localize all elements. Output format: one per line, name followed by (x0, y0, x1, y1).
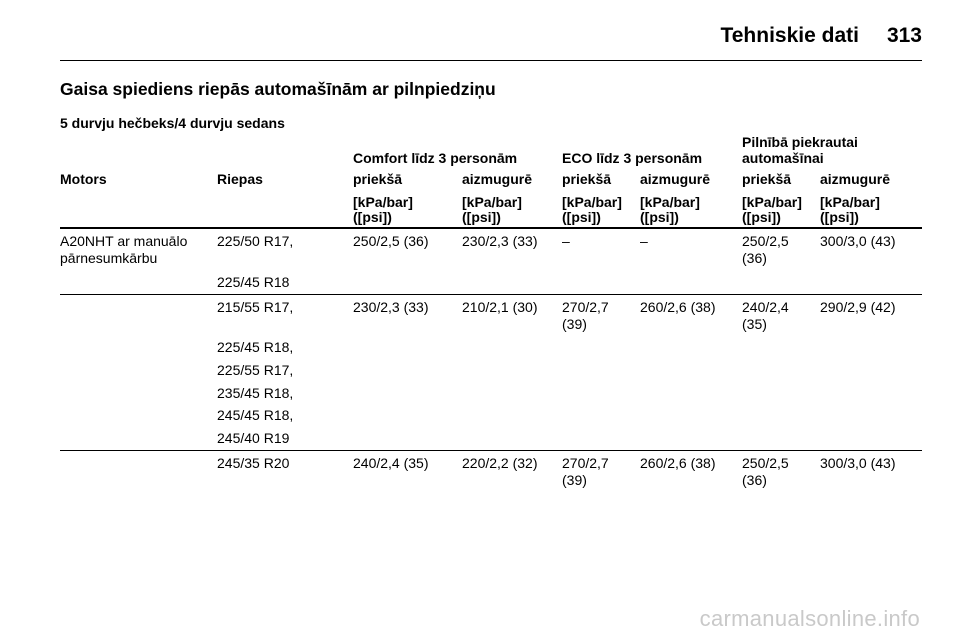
tyre-size: 245/35 R20 (217, 455, 290, 471)
unit-label: [kPa/bar] (742, 194, 802, 210)
unit-label: [kPa/bar] (353, 194, 413, 210)
col-header-comfort-rear: aizmugurē (462, 171, 533, 187)
col-header-full-rear: aizmugurē (820, 171, 891, 187)
section-title: Gaisa spiediens riepās automašīnām ar pi… (60, 79, 496, 99)
page-number: 313 (886, 24, 922, 47)
full-front-value: 250/2,5 (742, 233, 789, 249)
header-rule (60, 60, 922, 61)
col-header-comfort-front: priekšā (353, 171, 403, 187)
unit-label: ([psi]) (353, 209, 392, 225)
tyre-size: 225/45 R18, (217, 339, 294, 355)
group-header-full-line2: automašīnai (742, 150, 824, 166)
section-subtitle: 5 durvju hečbeks/4 durvju sedans (60, 115, 285, 131)
comfort-rear-value: 220/2,2 (32) (462, 455, 538, 471)
comfort-front-value: 250/2,5 (36) (353, 233, 429, 249)
unit-label: [kPa/bar] (640, 194, 700, 210)
col-header-eco-front: priekšā (562, 171, 612, 187)
unit-label: ([psi]) (820, 209, 859, 225)
tyre-size: 225/55 R17, (217, 362, 294, 378)
eco-front-value: – (562, 233, 570, 249)
full-front-value: 250/2,5 (742, 455, 789, 471)
table-header-rule (60, 227, 922, 229)
comfort-rear-value: 230/2,3 (33) (462, 233, 538, 249)
full-front-value: (36) (742, 250, 767, 266)
col-header-eco-rear: aizmugurē (640, 171, 711, 187)
full-rear-value: 300/3,0 (43) (820, 233, 896, 249)
comfort-front-value: 240/2,4 (35) (353, 455, 429, 471)
group-header-comfort: Comfort līdz 3 personām (353, 150, 518, 166)
comfort-rear-value: 210/2,1 (30) (462, 299, 538, 315)
group-header-eco: ECO līdz 3 personām (562, 150, 703, 166)
eco-rear-value: – (640, 233, 648, 249)
tyre-size: 215/55 R17, (217, 299, 294, 315)
eco-rear-value: 260/2,6 (38) (640, 299, 716, 315)
tyre-size: 245/40 R19 (217, 430, 290, 446)
header-title: Tehniskie dati (720, 24, 859, 47)
unit-label: [kPa/bar] (820, 194, 880, 210)
unit-label: ([psi]) (742, 209, 781, 225)
unit-label: [kPa/bar] (562, 194, 622, 210)
full-front-value: (36) (742, 472, 767, 488)
row-divider (60, 450, 922, 451)
group-header-full-line1: Pilnībā piekrautai (742, 134, 858, 150)
unit-label: [kPa/bar] (462, 194, 522, 210)
unit-label: ([psi]) (640, 209, 679, 225)
full-rear-value: 300/3,0 (43) (820, 455, 896, 471)
row-divider (60, 294, 922, 295)
col-header-motors: Motors (60, 171, 107, 187)
unit-label: ([psi]) (562, 209, 601, 225)
watermark: carmanualsonline.info (699, 606, 920, 631)
col-header-full-front: priekšā (742, 171, 792, 187)
eco-front-value: (39) (562, 316, 587, 332)
motor-name: A20NHT ar manuālo (60, 233, 188, 249)
tyre-size: 235/45 R18, (217, 385, 294, 401)
motor-name: pārnesumkārbu (60, 250, 158, 266)
eco-front-value: 270/2,7 (562, 455, 609, 471)
tyre-size: 225/50 R17, (217, 233, 294, 249)
tyre-size: 245/45 R18, (217, 407, 294, 423)
comfort-front-value: 230/2,3 (33) (353, 299, 429, 315)
full-front-value: 240/2,4 (742, 299, 789, 315)
tyre-size: 225/45 R18 (217, 274, 290, 290)
full-front-value: (35) (742, 316, 767, 332)
full-rear-value: 290/2,9 (42) (820, 299, 896, 315)
eco-rear-value: 260/2,6 (38) (640, 455, 716, 471)
eco-front-value: (39) (562, 472, 587, 488)
col-header-riepas: Riepas (217, 171, 263, 187)
page-header: Tehniskie dati 313 (60, 18, 922, 54)
eco-front-value: 270/2,7 (562, 299, 609, 315)
unit-label: ([psi]) (462, 209, 501, 225)
